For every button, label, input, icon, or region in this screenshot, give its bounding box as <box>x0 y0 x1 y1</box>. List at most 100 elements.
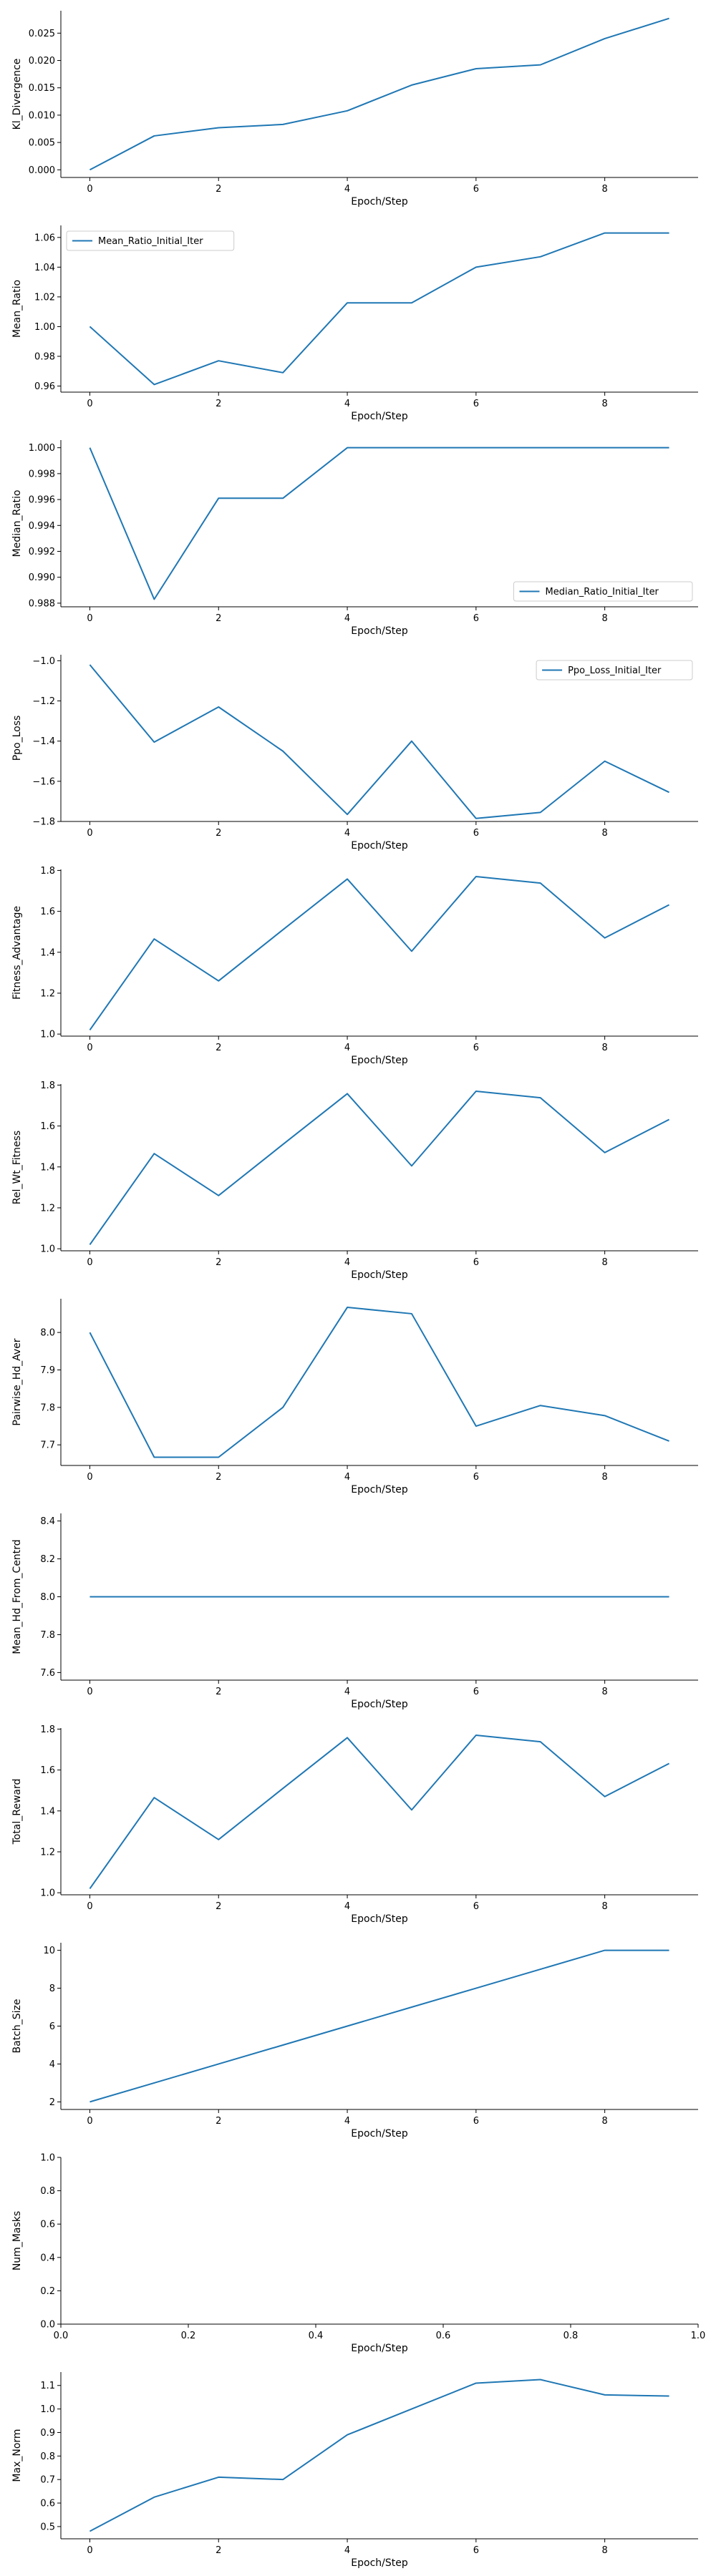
x-tick-label: 0.6 <box>436 2331 451 2341</box>
chart-panel-9: 0 2 4 6 8 2 4 6 8 10 Epoch/Step Batch_Size <box>11 1943 698 2140</box>
series-line <box>89 17 669 171</box>
y-tick-label: −1.2 <box>32 696 55 707</box>
x-tick-label: 6 <box>473 1257 479 1268</box>
y-tick-label: 0.990 <box>29 572 55 583</box>
x-tick-label: 4 <box>344 184 350 195</box>
chart-panel-2: 0 2 4 6 8 0.988 0.990 0.992 0.994 0.996 0.998 1.000… <box>11 440 698 637</box>
y-tick-label: 1.00 <box>34 322 55 333</box>
y-tick-label: 0.010 <box>29 110 55 121</box>
x-tick-label: 2 <box>216 613 221 624</box>
chart-panel-1: 0 2 4 6 8 0.96 0.98 1.00 1.02 1.04 1.06 Epoch/Step M… <box>11 225 698 422</box>
x-axis-label: Epoch/Step <box>351 840 408 852</box>
legend-box <box>536 660 693 680</box>
y-axis-label: Mean_Ratio <box>11 280 23 338</box>
y-tick-label: −1.8 <box>32 817 55 828</box>
x-tick-label: 0.8 <box>563 2331 579 2341</box>
y-tick-label: 1.000 <box>29 443 55 454</box>
x-tick-label: 6 <box>473 1687 479 1697</box>
series-line <box>89 447 669 600</box>
y-tick-label: 7.6 <box>40 1668 55 1679</box>
x-tick-label: 2 <box>216 1257 221 1268</box>
y-tick-label: 0.9 <box>40 2428 55 2439</box>
y-tick-label: 1.0 <box>40 1888 55 1899</box>
x-tick-label: 4 <box>344 613 350 624</box>
x-tick-label: 2 <box>216 1043 221 1053</box>
x-axis-label: Epoch/Step <box>351 2128 408 2140</box>
y-tick-label: 0.988 <box>29 598 55 609</box>
x-axis-label: Epoch/Step <box>351 196 408 208</box>
y-tick-label: 1.8 <box>40 1080 55 1091</box>
chart-panel-3: 0 2 4 6 8 −1.8 −1.6 −1.4 −1.2 −1.0 Epoch/Step Ppo_L… <box>11 655 698 852</box>
y-tick-label: 1.6 <box>40 1121 55 1132</box>
y-axis-label: Fitness_Advantage <box>11 906 23 1000</box>
x-tick-label: 6 <box>473 2116 479 2127</box>
x-tick-label: 4 <box>344 1043 350 1053</box>
x-tick-label: 6 <box>473 399 479 409</box>
y-tick-label: 0.015 <box>29 83 55 94</box>
x-tick-label: 0 <box>87 1043 92 1053</box>
y-tick-label: 8.0 <box>40 1592 55 1603</box>
y-tick-label: 1.8 <box>40 1724 55 1735</box>
y-tick-label: 0.025 <box>29 29 55 39</box>
y-tick-label: 0.98 <box>34 351 55 362</box>
y-tick-label: 7.8 <box>40 1630 55 1641</box>
y-tick-label: 0.020 <box>29 56 55 67</box>
y-tick-label: 2 <box>49 2097 55 2108</box>
x-tick-label: 8 <box>602 399 608 409</box>
y-tick-label: 0.0 <box>40 2320 55 2331</box>
x-tick-label: 0 <box>87 613 92 624</box>
x-tick-label: 4 <box>344 1901 350 1912</box>
x-axis-label: Epoch/Step <box>351 1055 408 1066</box>
x-axis-label: Epoch/Step <box>351 1699 408 1710</box>
x-tick-label: 2 <box>216 1901 221 1912</box>
x-tick-label: 0 <box>87 184 92 195</box>
x-tick-label: 2 <box>216 1687 221 1697</box>
y-tick-label: 7.9 <box>40 1365 55 1376</box>
x-tick-label: 6 <box>473 828 479 839</box>
x-tick-label: 4 <box>344 2116 350 2127</box>
x-tick-label: 8 <box>602 184 608 195</box>
y-tick-label: 1.4 <box>40 947 55 958</box>
chart-panel-4: 0 2 4 6 8 1.0 1.2 1.4 1.6 1.8 Epoch/Step Fitness_Ad… <box>11 866 698 1066</box>
x-tick-label: 1.0 <box>691 2331 706 2341</box>
x-axis-label: Epoch/Step <box>351 2557 408 2569</box>
y-axis-label: Ppo_Loss <box>11 716 23 761</box>
y-tick-label: 0.5 <box>40 2522 55 2532</box>
x-axis-label: Epoch/Step <box>351 411 408 422</box>
x-tick-label: 2 <box>216 828 221 839</box>
series-line <box>89 1307 669 1458</box>
y-tick-label: 1.1 <box>40 2381 55 2391</box>
x-tick-label: 4 <box>344 1687 350 1697</box>
x-axis-label: Epoch/Step <box>351 1484 408 1496</box>
legend-label: Median_Ratio_Initial_Iter <box>546 587 659 597</box>
x-tick-label: 8 <box>602 1472 608 1483</box>
x-tick-label: 0 <box>87 828 92 839</box>
x-axis-label: Epoch/Step <box>351 1913 408 1925</box>
x-axis-label: Epoch/Step <box>351 625 408 637</box>
x-tick-label: 6 <box>473 1043 479 1053</box>
y-tick-label: 1.6 <box>40 1765 55 1776</box>
y-tick-label: 0.005 <box>29 138 55 149</box>
legend-box <box>513 581 693 602</box>
y-tick-label: 0.6 <box>40 2499 55 2509</box>
x-tick-label: 4 <box>344 828 350 839</box>
y-tick-label: 1.0 <box>40 1244 55 1255</box>
y-tick-label: 0.7 <box>40 2475 55 2486</box>
y-tick-label: 0.2 <box>40 2286 55 2297</box>
x-tick-label: 4 <box>344 2545 350 2556</box>
y-tick-label: 1.04 <box>34 263 55 273</box>
x-tick-label: 4 <box>344 1472 350 1483</box>
x-tick-label: 6 <box>473 1472 479 1483</box>
y-tick-label: 1.2 <box>40 988 55 999</box>
x-axis-label: Epoch/Step <box>351 1269 408 1281</box>
y-tick-label: 0.4 <box>40 2253 55 2263</box>
x-tick-label: 6 <box>473 613 479 624</box>
x-tick-label: 2 <box>216 2116 221 2127</box>
y-tick-label: 8 <box>49 1984 55 1994</box>
y-tick-label: 0.96 <box>34 381 55 392</box>
y-axis-label: Median_Ratio <box>11 490 23 557</box>
x-tick-label: 0 <box>87 399 92 409</box>
y-tick-label: 1.6 <box>40 907 55 917</box>
y-tick-label: 7.8 <box>40 1402 55 1413</box>
y-tick-label: 1.02 <box>34 292 55 303</box>
